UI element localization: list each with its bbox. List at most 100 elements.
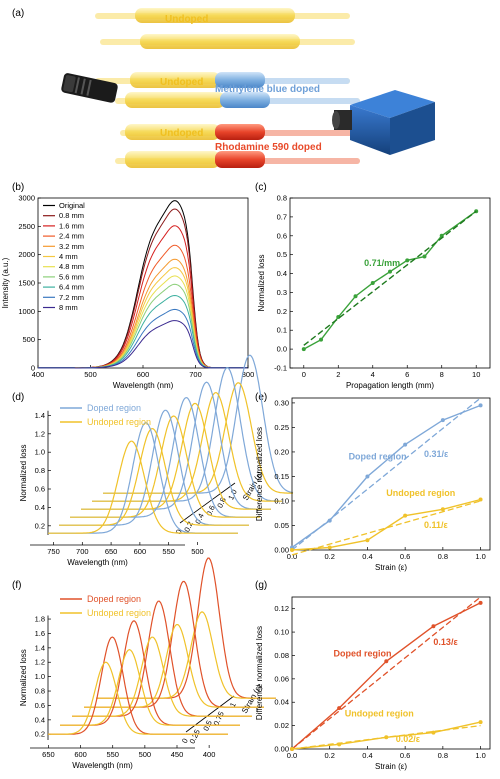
y-tick-label: 0.6: [35, 485, 45, 494]
y-tick-label: 0.06: [274, 674, 289, 683]
fit-line: [303, 210, 477, 346]
loss-point: [422, 254, 427, 259]
y-tick-label: 1.6: [35, 629, 45, 638]
y-axis-label: Normalized loss: [19, 649, 28, 706]
y-tick-label: 0.25: [274, 423, 289, 432]
y-tick-label: 0.30: [274, 398, 289, 407]
y-axis-label: Intensity (a.u.): [1, 257, 10, 308]
y-tick-label: 0.7: [277, 212, 287, 221]
fit-line: [291, 724, 481, 750]
x-tick-label: 0.4: [362, 751, 372, 760]
spectrum-line: [38, 320, 248, 369]
x-axis-label: Strain (ε): [375, 762, 407, 771]
data-point: [384, 659, 389, 664]
y-tick-label: 0.12: [274, 604, 289, 613]
y-tick-label: 0.2: [35, 730, 45, 739]
series-label: Doped region: [333, 649, 391, 659]
spectrum-curve: [72, 600, 252, 717]
loss-point: [353, 294, 358, 299]
y-tick-label: 0.05: [274, 521, 289, 530]
x-tick-label: 0.6: [400, 552, 410, 561]
legend-label: 1.6 mm: [59, 221, 84, 230]
chart-c: 0 2 4 6 8 10 -0.1 0.0 0.1 0.2 0.3 0.4 0.5 0.6 0.7 0.8 Pr…: [257, 194, 491, 390]
x-tick-label: 2: [336, 370, 340, 379]
loss-point: [319, 337, 324, 342]
x-tick-label: 4: [371, 370, 375, 379]
y-tick-label: 1.0: [35, 672, 45, 681]
x-tick-label: 1.0: [475, 552, 485, 561]
plot-frame: [289, 197, 491, 369]
spectrum-curve: [103, 382, 293, 494]
fiber-rhodamine-2: [115, 151, 360, 168]
y-tick-label: 0.4: [277, 269, 287, 278]
series-label: Doped region: [349, 451, 407, 461]
spectrum-curve: [72, 636, 252, 717]
data-point: [403, 513, 408, 518]
x-tick-label: 600: [137, 370, 150, 379]
charts: 400 500 600 700 800050010001500200025003000W…: [1, 194, 491, 771]
y-tick-label: 0.6: [35, 701, 45, 710]
spectrum-curve: [81, 381, 271, 510]
x-tick-label: 0.6: [400, 751, 410, 760]
plot-frame: [291, 596, 491, 750]
data-point: [478, 720, 483, 725]
x-tick-label: 0.8: [438, 552, 448, 561]
label-undoped-3: Undoped: [160, 128, 203, 139]
x-tick-label: 10: [472, 370, 480, 379]
data-point: [403, 442, 408, 447]
fiber-methylene-2: [115, 92, 360, 108]
y-tick-label: 0.8: [277, 194, 287, 203]
spectrum-curve: [92, 392, 282, 502]
x-tick-label: 650: [105, 547, 118, 556]
y-tick-label: 2500: [18, 222, 35, 231]
y-tick-label: 0.2: [277, 307, 287, 316]
legend-label: 4.8 mm: [59, 262, 84, 271]
y-tick-label: 0.02: [274, 721, 289, 730]
fiber-rhodamine-1: [120, 124, 360, 140]
y-tick-label: 0.20: [274, 447, 289, 456]
legend-label: 3.2 mm: [59, 242, 84, 251]
y-tick-label: 0.8: [35, 687, 45, 696]
y-tick-label: 0.00: [274, 745, 289, 754]
chart-f: 0.2 0.4 0.6 0.8 1.0 1.2 1.4 1.6 1.8 Normalized lo…: [19, 557, 276, 770]
x-axis-label: Wavelength (nm): [72, 761, 133, 770]
y-tick-label: 0.04: [274, 698, 289, 707]
data-point: [365, 474, 370, 479]
panel-a-label: (a): [12, 8, 24, 19]
x-tick-label: 600: [74, 750, 87, 759]
y-tick-label: 500: [22, 335, 35, 344]
panel-b-label: (b): [12, 182, 24, 193]
x-tick-label: 500: [139, 750, 152, 759]
y-tick-label: 0.08: [274, 651, 289, 660]
data-point: [365, 538, 370, 543]
data-point: [440, 418, 445, 423]
chart-e: 0.0 0.2 0.4 0.6 0.8 1.0 0.00 0.05 0.10 0.15 0.20 0.…: [255, 397, 491, 572]
legend-label: 7.2 mm: [59, 293, 84, 302]
slope-annotation: 0.31/ε: [424, 449, 449, 459]
strain-tick-label: 0: [174, 528, 184, 536]
spectrum-curve: [48, 636, 228, 735]
spectrum-curve: [48, 440, 238, 534]
spectrum-curve: [96, 611, 276, 699]
data-point: [431, 730, 436, 735]
y-tick-label: 1.2: [35, 658, 45, 667]
y-axis-label: Difference normalized loss: [255, 626, 264, 720]
spectrum-curve: [60, 620, 240, 726]
series-label: Undoped region: [345, 708, 414, 718]
x-tick-label: 400: [203, 750, 216, 759]
fiber-undoped-2: [100, 34, 355, 49]
slope-annotation: 0.13/ε: [433, 637, 458, 647]
legend-label: 8 mm: [59, 303, 78, 312]
legend-label: 4 mm: [59, 252, 78, 261]
x-tick-label: 0.0: [287, 751, 297, 760]
x-tick-label: 0.4: [362, 552, 372, 561]
spectrum-curve: [48, 661, 228, 735]
data-line: [291, 602, 481, 750]
strain-axis-line: [179, 482, 236, 524]
legend-label: 5.6 mm: [59, 272, 84, 281]
data-point: [327, 545, 332, 550]
y-tick-label: 0.00: [274, 546, 289, 555]
x-tick-label: 0.2: [324, 751, 334, 760]
y-tick-label: 0.5: [277, 250, 287, 259]
